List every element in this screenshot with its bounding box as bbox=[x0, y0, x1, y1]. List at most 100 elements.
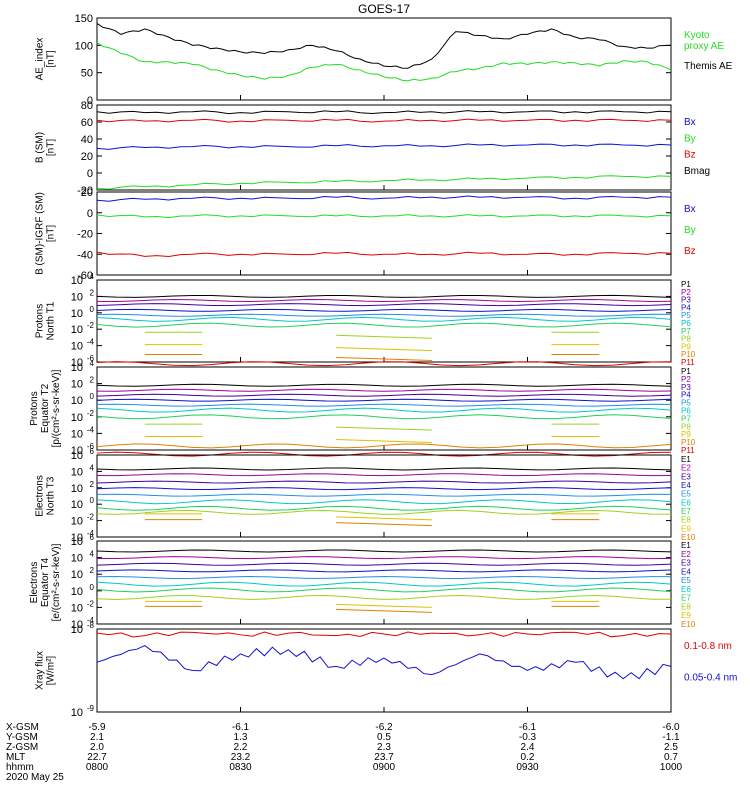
row-value: 0.2 bbox=[521, 752, 535, 763]
series-themis-ae bbox=[96, 23, 672, 69]
channel-p6 bbox=[96, 407, 672, 413]
channel-label-p2: P2 bbox=[681, 375, 691, 384]
y-tick-label: 10 bbox=[71, 308, 83, 320]
channel-p1 bbox=[96, 294, 672, 298]
channel-label-e9: E9 bbox=[681, 524, 691, 533]
channel-p7 bbox=[96, 414, 672, 420]
channel-p2 bbox=[96, 299, 672, 302]
row-value: 0930 bbox=[516, 762, 539, 773]
y-tick-label-exp: -4 bbox=[87, 616, 95, 625]
y-tick-label: 80 bbox=[81, 100, 93, 112]
channel-e6 bbox=[96, 581, 672, 587]
channel-p3 bbox=[96, 393, 672, 397]
row-value: 2.0 bbox=[90, 742, 104, 753]
series-bz bbox=[96, 251, 672, 257]
channel-label-e2: E2 bbox=[681, 550, 691, 559]
channel-e4 bbox=[96, 569, 672, 573]
y-axis-label: [e/(cm²-s-sr-keV)] bbox=[51, 543, 62, 621]
y-tick-label: -40 bbox=[77, 249, 93, 261]
series-by bbox=[96, 214, 672, 219]
y-tick-label-exp: -6 bbox=[87, 442, 95, 451]
y-axis-label: Electrons bbox=[35, 475, 46, 517]
channel-label-e5: E5 bbox=[681, 490, 691, 499]
series-bx bbox=[96, 143, 672, 150]
series-0-1-0-8-nm bbox=[96, 631, 672, 638]
y-tick-label-exp: 2 bbox=[90, 566, 95, 575]
y-tick-label: 50 bbox=[81, 68, 93, 80]
y-tick-label-exp: 4 bbox=[90, 463, 95, 472]
channel-p2 bbox=[96, 388, 672, 392]
y-tick-label-exp: -6 bbox=[87, 354, 95, 363]
row-label-hhmm: hhmm bbox=[6, 762, 34, 773]
date-label: 2020 May 25 bbox=[6, 772, 64, 783]
channel-e2 bbox=[96, 556, 672, 560]
channel-e7 bbox=[96, 505, 672, 511]
channel-e2 bbox=[96, 473, 672, 477]
panel-frame bbox=[96, 628, 672, 713]
y-tick-label: -20 bbox=[77, 229, 93, 241]
y-axis-label: [W/m²] bbox=[46, 656, 57, 686]
channel-p5 bbox=[96, 313, 672, 317]
channel-label-p8: P8 bbox=[681, 422, 691, 431]
y-tick-label-exp: -2 bbox=[87, 321, 95, 330]
legend-themis-ae: Themis AE bbox=[684, 61, 733, 72]
row-value: -5.9 bbox=[88, 722, 106, 733]
row-value: 23.7 bbox=[374, 752, 394, 763]
channel-label-e4: E4 bbox=[681, 481, 691, 490]
channel-label-e8: E8 bbox=[681, 516, 691, 525]
panel-8: 10 -9 10 -8 Xray flux [W/m²] 0.1-0.8 nm 0.05-0.… bbox=[35, 621, 738, 719]
channel-p8-segment bbox=[336, 426, 432, 431]
row-value: -6.2 bbox=[375, 722, 393, 733]
channel-label-e3: E3 bbox=[681, 559, 691, 568]
y-axis-label: [p/(cm²-s-sr-keV)] bbox=[51, 369, 62, 447]
y-axis-label: Electrons bbox=[29, 562, 40, 604]
y-tick-label: 10 bbox=[71, 532, 83, 544]
y-axis-label: Equator T4 bbox=[40, 557, 51, 607]
y-tick-label-exp: -2 bbox=[87, 513, 95, 522]
row-value: 2.5 bbox=[664, 742, 678, 753]
y-tick-label-exp: 0 bbox=[90, 583, 95, 592]
legend-0-1-0-8-nm: 0.1-0.8 nm bbox=[684, 641, 732, 652]
panel-frame bbox=[96, 191, 672, 276]
y-tick-label: 0 bbox=[87, 208, 93, 220]
channel-label-p11: P11 bbox=[681, 446, 695, 455]
y-tick-label: 10 bbox=[71, 553, 83, 565]
y-tick-label: 10 bbox=[71, 341, 83, 353]
channel-e3 bbox=[96, 562, 672, 566]
y-tick-label: 10 bbox=[71, 536, 83, 548]
channel-label-p8: P8 bbox=[681, 335, 691, 344]
y-tick-label-exp: 4 bbox=[90, 359, 95, 368]
y-tick-label: 60 bbox=[81, 117, 93, 129]
y-tick-label: -60 bbox=[77, 270, 93, 282]
y-tick-label: 150 bbox=[75, 13, 93, 25]
channel-p8-segment bbox=[336, 334, 432, 339]
channel-p4 bbox=[96, 308, 672, 312]
channel-label-p9: P9 bbox=[681, 430, 691, 439]
y-tick-label-exp: -8 bbox=[87, 621, 95, 630]
panel-3: -60 -40 -20 0 20 B (SM)-IGRF (SM) [nT] Bx By Bz bbox=[35, 187, 696, 282]
channel-label-e3: E3 bbox=[681, 472, 691, 481]
y-tick-label: 10 bbox=[71, 324, 83, 336]
row-value: 2.3 bbox=[377, 742, 391, 753]
y-tick-label: 10 bbox=[71, 619, 83, 631]
y-tick-label-exp: -2 bbox=[87, 599, 95, 608]
channel-p10-segment bbox=[336, 356, 432, 361]
y-tick-label-exp: -2 bbox=[87, 409, 95, 418]
legend-0-05-0-4-nm: 0.05-0.4 nm bbox=[684, 673, 737, 684]
channel-label-e10: E10 bbox=[681, 533, 696, 542]
y-tick-label-exp: 4 bbox=[90, 272, 95, 281]
panel-4: 10 -6 10 -4 10 -2 10 0 10 2 10 4 Protons North T1 P1P2… bbox=[35, 272, 696, 369]
panel-frame bbox=[96, 17, 672, 101]
legend-bz: Bz bbox=[684, 150, 696, 161]
y-tick-label: 10 bbox=[71, 516, 83, 528]
y-tick-label-exp: 6 bbox=[90, 533, 95, 542]
legend-by: By bbox=[684, 225, 696, 236]
channel-e8 bbox=[96, 509, 672, 515]
legend-bmag: Bmag bbox=[684, 166, 710, 177]
panel-7: 10 -4 10 -2 10 0 10 2 10 4 10 6 Electrons Equator T4[… bbox=[29, 533, 696, 631]
y-tick-label: 10 bbox=[71, 275, 83, 287]
channel-p6 bbox=[96, 316, 672, 322]
channel-label-p10: P10 bbox=[681, 350, 696, 359]
panel-2: -20 0 20 40 60 80 B (SM) [nT] Bx By Bz Bmag bbox=[35, 100, 711, 197]
legend-bx: Bx bbox=[684, 117, 696, 128]
